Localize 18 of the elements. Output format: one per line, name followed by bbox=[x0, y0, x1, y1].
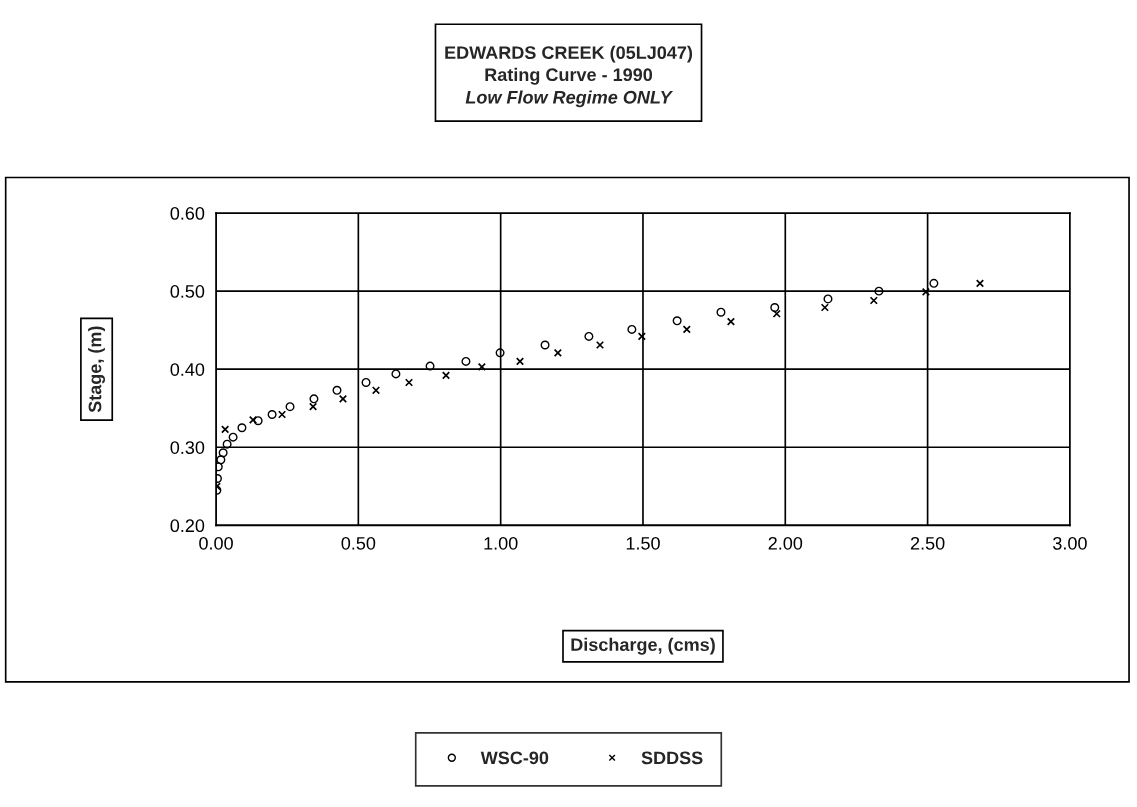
x-tick-label: 0.50 bbox=[341, 536, 376, 550]
y-tick-label: 0.60 bbox=[170, 206, 205, 220]
y-tick-label: 0.40 bbox=[170, 363, 205, 376]
legend-label: SDDSS bbox=[641, 751, 703, 765]
legend-label: WSC-90 bbox=[480, 751, 549, 765]
y-tick-label: 0.50 bbox=[170, 285, 205, 298]
x-tick-label: 2.00 bbox=[768, 536, 803, 550]
chart-title: EDWARDS CREEK (05LJ047) Rating Curve - 1990 bbox=[445, 45, 693, 85]
y-axis-title: Stage, (m) bbox=[88, 326, 106, 413]
chart-subtitle: Low Flow Regime ONLY bbox=[465, 90, 674, 108]
x-tick-label: 0.00 bbox=[199, 536, 233, 550]
x-tick-label: 1.00 bbox=[484, 536, 518, 550]
y-tick-label: 0.30 bbox=[170, 441, 205, 454]
x-axis-title: Discharge, (cms) bbox=[571, 637, 715, 655]
x-tick-label: 1.50 bbox=[626, 536, 660, 550]
x-tick-label: 2.50 bbox=[910, 536, 945, 550]
y-tick-label: 0.20 bbox=[170, 519, 205, 533]
x-tick-label: 3.00 bbox=[1053, 536, 1087, 550]
